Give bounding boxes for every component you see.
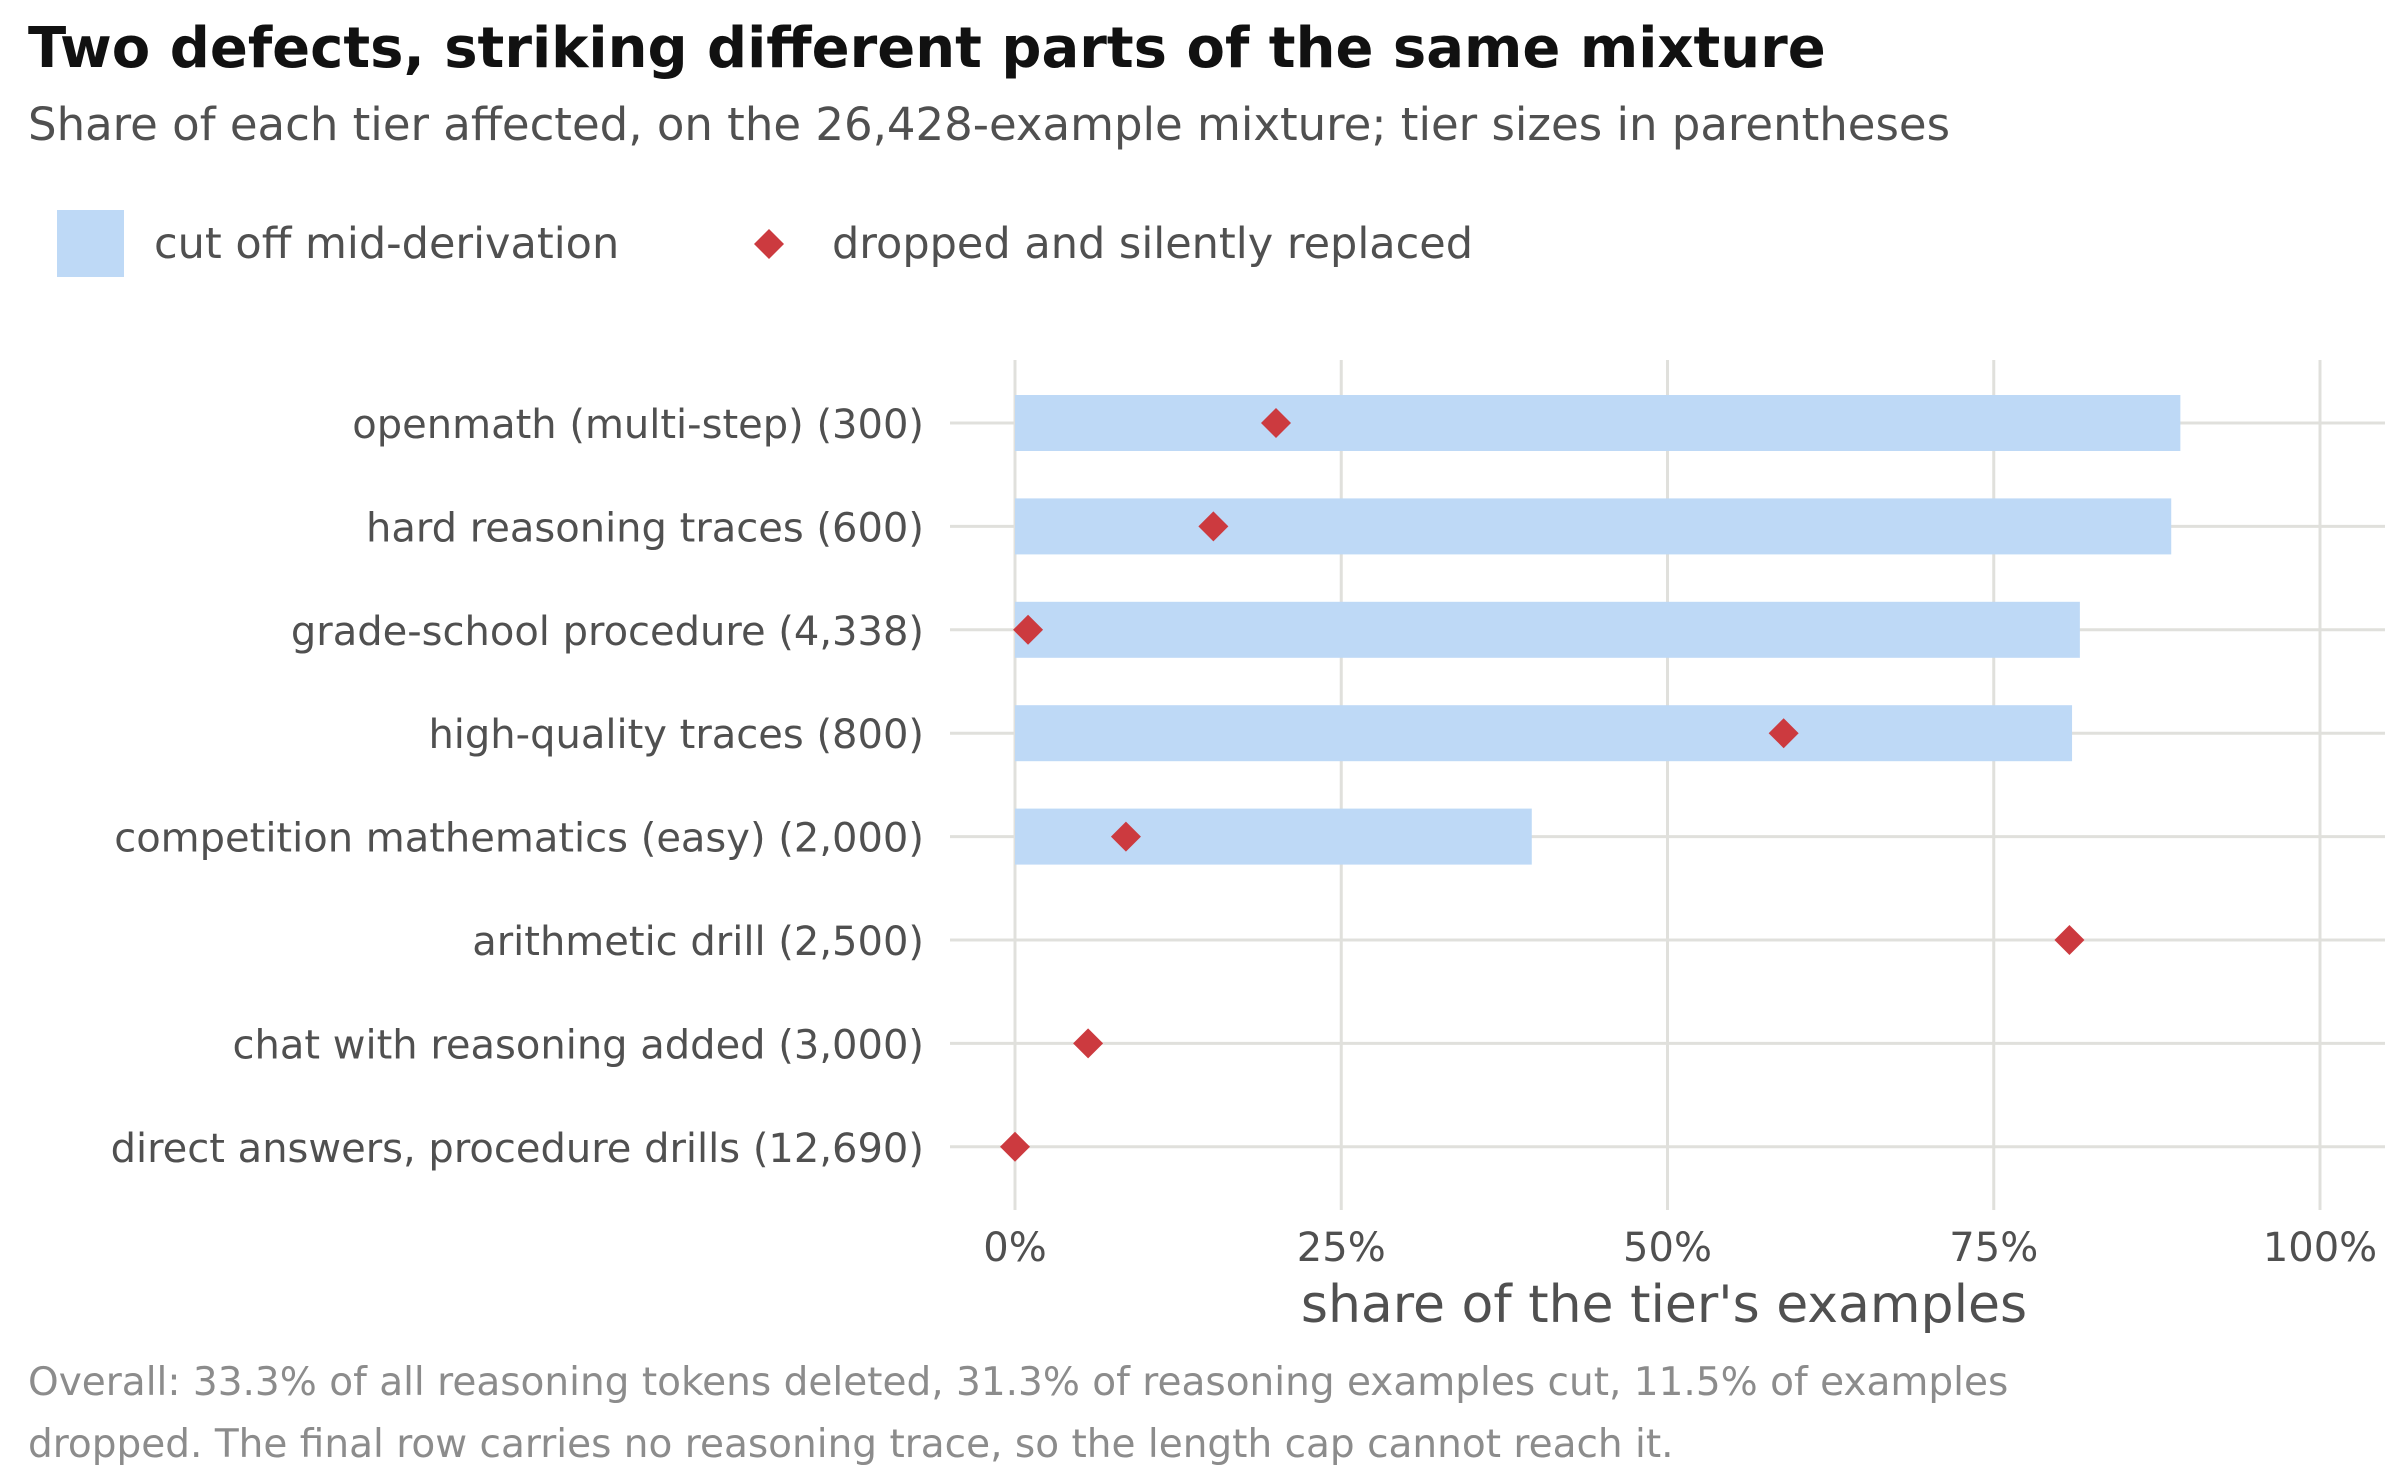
diamond-marker — [1110, 821, 1141, 852]
x-tick-label: 75% — [1949, 1225, 2038, 1271]
legend-swatch-bar — [57, 210, 124, 277]
bar — [1015, 601, 2080, 658]
x-tick-label: 100% — [2263, 1225, 2377, 1271]
y-tick-label: hard reasoning traces (600) — [366, 505, 924, 551]
diamond-marker — [2054, 925, 2085, 955]
y-tick-label: chat with reasoning added (3,000) — [233, 1022, 924, 1068]
bar — [1015, 705, 2073, 762]
x-axis-title: share of the tier's examples — [1301, 1275, 2027, 1335]
y-axis-labels: openmath (multi-step) (300) hard reasonin… — [111, 402, 924, 1172]
legend-label-diamond: dropped and silently replaced — [832, 219, 1473, 269]
diamond-marker — [1013, 614, 1044, 645]
legend-label-bar: cut off mid-derivation — [154, 219, 619, 269]
y-tick-label: arithmetic drill (2,500) — [472, 919, 924, 965]
legend: cut off mid-derivation dropped and silen… — [57, 210, 1473, 277]
x-axis-tick-labels: 0% 25% 50% 75% 100% — [983, 1225, 2377, 1271]
bar — [1015, 808, 1532, 865]
legend-swatch-diamond — [754, 229, 784, 259]
y-tick-label: openmath (multi-step) (300) — [352, 402, 924, 448]
diamond-marker — [1768, 718, 1799, 749]
x-tick-label: 25% — [1297, 1225, 1386, 1271]
diamond-marker — [1073, 1028, 1104, 1059]
diamond-marker — [1000, 1131, 1030, 1162]
x-tick-label: 0% — [983, 1225, 1046, 1271]
chart-title: Two defects, striking different parts of… — [28, 16, 1826, 81]
bar-series — [1015, 395, 2181, 865]
x-tick-label: 50% — [1623, 1225, 1712, 1271]
bar — [1015, 498, 2172, 555]
y-tick-label: direct answers, procedure drills (12,690… — [111, 1126, 924, 1172]
y-tick-label: competition mathematics (easy) (2,000) — [114, 816, 924, 862]
gridlines — [950, 360, 2385, 1210]
marker-series — [1000, 408, 2085, 1162]
diamond-marker — [1198, 511, 1229, 542]
footnote: Overall: 33.3% of all reasoning tokens d… — [28, 1352, 2328, 1476]
diamond-marker — [1261, 408, 1291, 438]
footnote-line-1: Overall: 33.3% of all reasoning tokens d… — [28, 1360, 2009, 1405]
y-tick-label: grade-school procedure (4,338) — [291, 609, 924, 655]
chart-subtitle: Share of each tier affected, on the 26,4… — [28, 98, 1951, 151]
bar — [1015, 395, 2181, 451]
footnote-line-2: dropped. The final row carries no reason… — [28, 1422, 1674, 1467]
y-tick-label: high-quality traces (800) — [428, 712, 924, 758]
